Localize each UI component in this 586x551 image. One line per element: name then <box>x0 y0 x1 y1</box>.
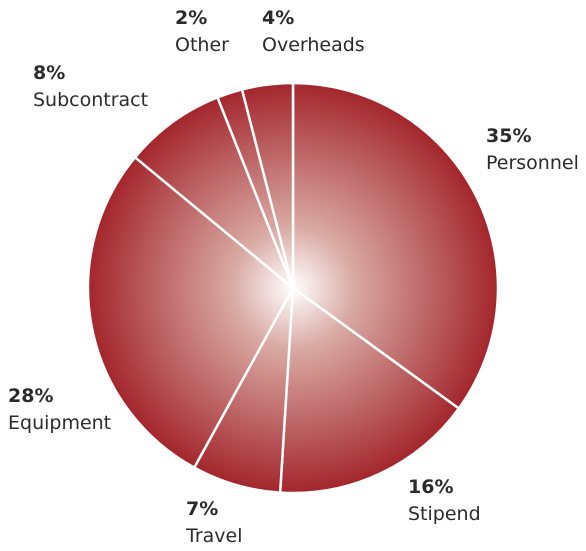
pie-label-value-equipment: 28% <box>8 385 53 407</box>
pie-label-stipend: 16% Stipend <box>408 476 481 525</box>
pie-label-other: 2% Other <box>175 7 229 56</box>
pie-label-value-personnel: 35% <box>486 125 531 147</box>
pie-slice-overheads <box>240 81 295 290</box>
pie-label-value-stipend: 16% <box>408 476 453 498</box>
pie-slice-equipment <box>86 156 295 469</box>
pie-label-value-overheads: 4% <box>262 7 294 29</box>
pie-label-name-travel: Travel <box>185 525 242 547</box>
pie-label-overheads: 4% Overheads <box>262 7 365 56</box>
pie-label-name-personnel: Personnel <box>486 152 579 174</box>
pie-label-value-travel: 7% <box>186 498 218 520</box>
pie-label-name-equipment: Equipment <box>8 412 111 434</box>
pie-slice-personnel <box>291 81 500 410</box>
pie-label-name-subcontract: Subcontract <box>33 89 148 111</box>
pie-label-personnel: 35% Personnel <box>486 125 579 174</box>
pie-label-value-subcontract: 8% <box>33 62 65 84</box>
pie-slice-subcontract <box>133 96 295 290</box>
pie-slice-stipend <box>278 286 461 495</box>
pie-slices <box>86 81 500 495</box>
pie-label-value-other: 2% <box>175 7 207 29</box>
pie-label-name-stipend: Stipend <box>408 503 481 525</box>
pie-label-name-other: Other <box>175 34 229 56</box>
pie-label-name-overheads: Overheads <box>262 34 365 56</box>
pie-label-equipment: 28% Equipment <box>8 385 111 434</box>
pie-label-subcontract: 8% Subcontract <box>33 62 148 111</box>
pie-label-travel: 7% Travel <box>185 498 242 547</box>
pie-labels: 35% Personnel 16% Stipend 7% Travel 28% Equipme… <box>8 7 579 547</box>
